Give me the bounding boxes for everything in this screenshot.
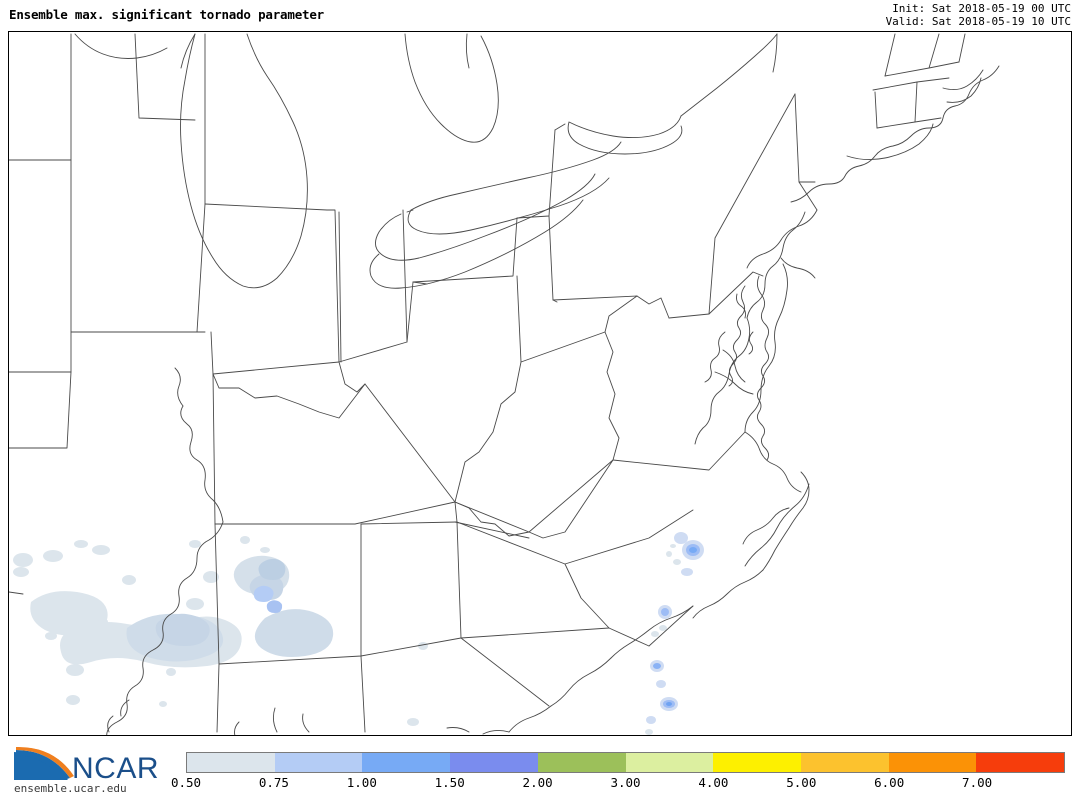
ncar-wordmark: NCAR bbox=[72, 752, 159, 785]
colorbar-tick-8: 6.00 bbox=[874, 775, 905, 790]
colorbar-tick-9: 7.00 bbox=[962, 775, 993, 790]
map-canvas[interactable] bbox=[9, 32, 1071, 735]
colorbar-tick-3: 1.50 bbox=[434, 775, 465, 790]
colorbar-tick-6: 4.00 bbox=[698, 775, 729, 790]
map-panel[interactable] bbox=[8, 31, 1072, 736]
colorbar-segment-2 bbox=[362, 753, 451, 772]
ncar-logo[interactable]: NCAR ensemble.ucar.edu bbox=[6, 744, 178, 796]
init-time-label: Init: Sat 2018-05-19 00 UTC bbox=[892, 2, 1071, 15]
colorbar-segment-4 bbox=[537, 753, 626, 772]
valid-time-label: Valid: Sat 2018-05-19 10 UTC bbox=[885, 15, 1071, 28]
footer-bar: NCAR ensemble.ucar.edu 0.50 0.75 1.00 1.50 2… bbox=[0, 740, 1080, 800]
colorbar-tick-4: 2.00 bbox=[522, 775, 553, 790]
colorbar-tick-7: 5.00 bbox=[786, 775, 817, 790]
colorbar-tick-1: 0.75 bbox=[258, 775, 289, 790]
forecast-time-block: Init: Sat 2018-05-19 00 UTC Valid: Sat 2… bbox=[886, 2, 1071, 28]
contour-fill-layer bbox=[13, 532, 704, 735]
colorbar-tick-5: 3.00 bbox=[610, 775, 641, 790]
map-geography-layer bbox=[9, 33, 1000, 735]
ncar-logo-mark: NCAR bbox=[14, 744, 159, 785]
colorbar-segment-3 bbox=[450, 753, 538, 772]
colorbar-segment-9 bbox=[976, 753, 1065, 772]
header-bar: Ensemble max. significant tornado parame… bbox=[0, 0, 1080, 30]
colorbar-segment-6 bbox=[713, 753, 801, 772]
colorbar-tick-labels: 0.50 0.75 1.00 1.50 2.00 3.00 4.00 5.00 6.00 7.00 bbox=[171, 775, 1065, 795]
colorbar-tick-2: 1.00 bbox=[346, 775, 377, 790]
colorbar-segment-7 bbox=[800, 753, 889, 772]
colorbar-tick-0: 0.50 bbox=[170, 775, 202, 790]
colorbar-segment-8 bbox=[888, 753, 977, 772]
colorbar-segment-1 bbox=[274, 753, 363, 772]
colorbar-segment-5 bbox=[625, 753, 714, 772]
colorbar[interactable] bbox=[186, 752, 1065, 773]
page-title: Ensemble max. significant tornado parame… bbox=[9, 7, 325, 22]
colorbar-segment-0 bbox=[187, 753, 275, 772]
ncar-url-label: ensemble.ucar.edu bbox=[14, 782, 127, 795]
